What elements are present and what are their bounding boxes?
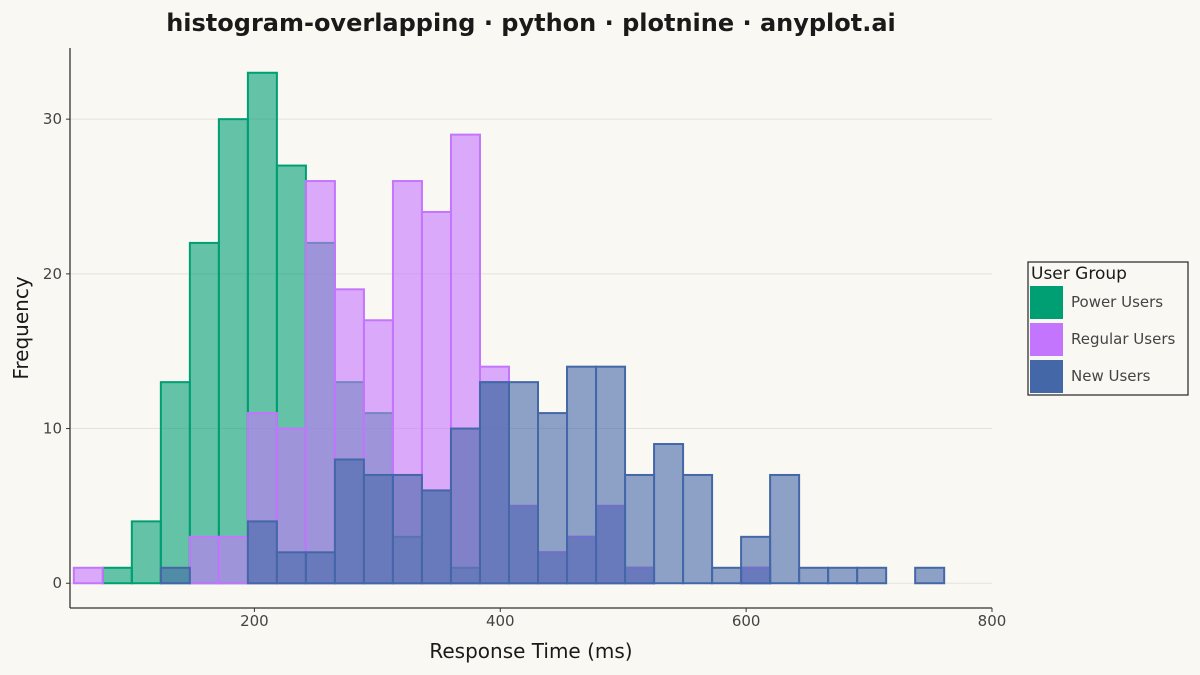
legend-swatch [1030, 323, 1063, 356]
histogram-bar [856, 566, 888, 585]
legend-swatch [1030, 360, 1063, 393]
legend-title: User Group [1031, 264, 1127, 284]
x-tick-label: 800 [978, 612, 1007, 630]
series-group [159, 365, 946, 585]
histogram-bar [304, 180, 336, 585]
x-tick-label: 200 [240, 612, 269, 630]
histogram-bar [566, 365, 598, 585]
histogram-bar [362, 473, 394, 585]
bars [72, 71, 946, 585]
histogram-bar [711, 566, 743, 585]
histogram-bar [449, 427, 481, 585]
histogram-bar [391, 473, 423, 585]
histogram-bar [246, 520, 278, 585]
y-tick-label: 0 [52, 574, 62, 592]
chart-title: histogram-overlapping · python · plotnin… [166, 9, 896, 37]
histogram-bar [275, 551, 307, 585]
legend-items: Power Users Regular Users New Users [1030, 286, 1175, 393]
y-axis-ticks: 0 10 20 30 [43, 110, 70, 592]
histogram-bar [595, 365, 627, 585]
histogram-bar [420, 489, 452, 585]
histogram-bar [159, 566, 191, 585]
x-axis-ticks: 200 400 600 800 [240, 608, 1006, 630]
legend-label: Regular Users [1071, 330, 1175, 348]
histogram-bar [827, 566, 859, 585]
legend-label: New Users [1071, 367, 1151, 385]
histogram-bar [798, 566, 830, 585]
y-tick-label: 20 [43, 265, 62, 283]
histogram-bar [740, 535, 772, 585]
x-tick-label: 400 [486, 612, 515, 630]
histogram-bar [188, 535, 220, 585]
y-tick-label: 30 [43, 110, 62, 128]
x-tick-label: 600 [732, 612, 761, 630]
histogram-bar [304, 551, 336, 585]
histogram-bar [72, 566, 104, 585]
x-axis-label: Response Time (ms) [429, 639, 632, 663]
histogram-bar [914, 566, 946, 585]
histogram-bar [769, 473, 801, 585]
histogram-bar [507, 381, 540, 585]
legend-label: Power Users [1071, 293, 1163, 311]
histogram-bar [217, 118, 249, 585]
histogram-bar [217, 535, 249, 585]
histogram-bar [653, 443, 685, 585]
histogram-bar [333, 458, 365, 585]
histogram-bar [537, 412, 569, 585]
histogram-bar [159, 381, 191, 585]
legend-swatch [1030, 286, 1063, 319]
histogram-bar [130, 520, 162, 585]
histogram-bar [624, 473, 656, 585]
histogram-bar [101, 566, 133, 585]
histogram-bar [682, 473, 714, 585]
y-tick-label: 10 [43, 420, 62, 438]
histogram-bar [188, 241, 220, 585]
legend: User Group Power Users Regular Users New U… [1027, 261, 1189, 396]
histogram-bar [478, 381, 510, 585]
y-axis-label: Frequency [9, 276, 33, 379]
